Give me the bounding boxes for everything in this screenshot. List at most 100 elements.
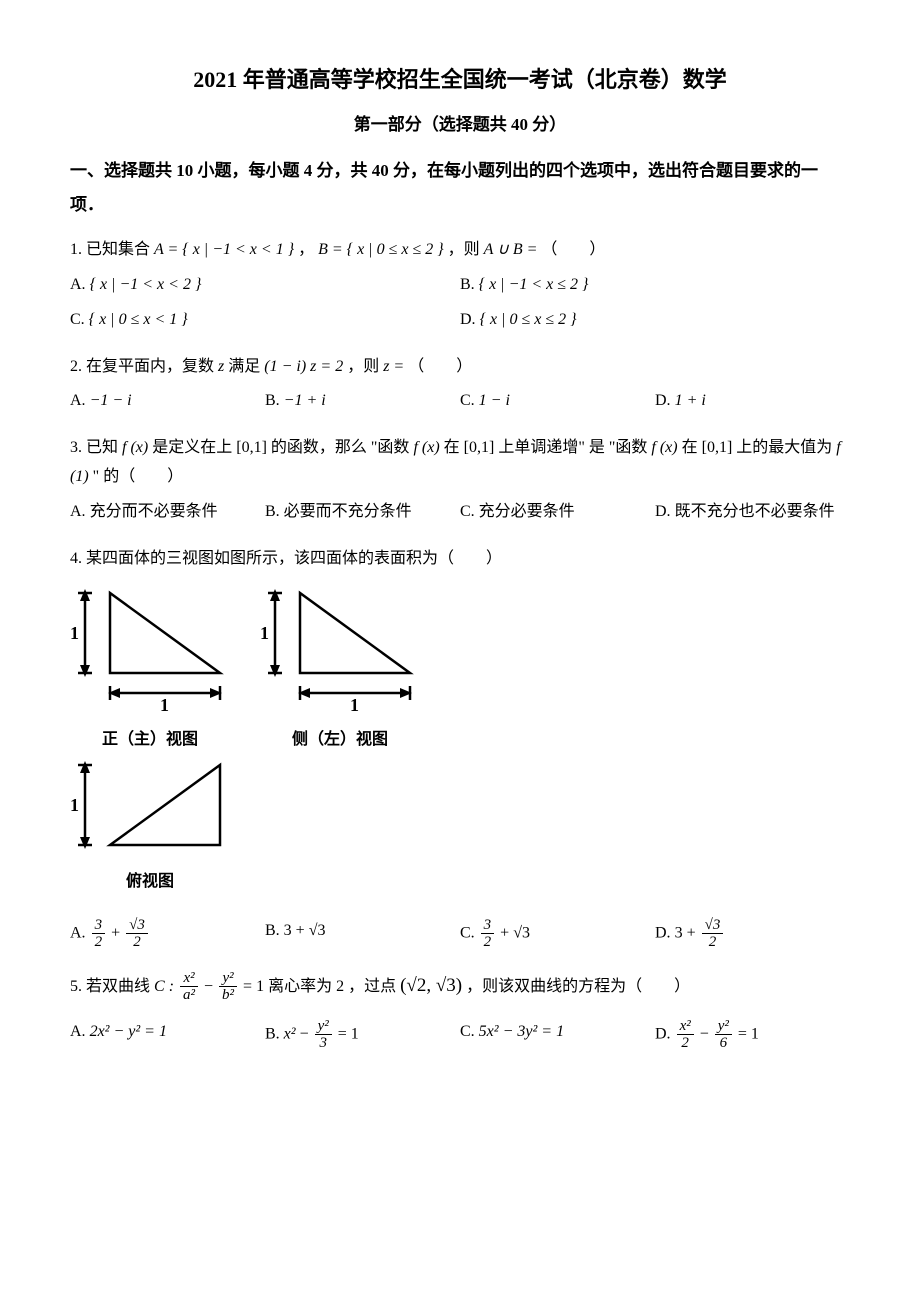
minus-icon: − [700,1026,713,1043]
q5-text-a: 若双曲线 [86,978,154,995]
q2-option-d[interactable]: D. 1 + i [655,387,850,416]
opt-value: −1 − i [90,392,132,409]
opt-label: A. [70,1023,86,1040]
q5-option-d[interactable]: D. x² 2 − y² 6 = 1 [655,1018,850,1052]
minus-icon: − [204,978,213,995]
q4-text: 某四面体的三视图如图所示，该四面体的表面积为（ ） [86,550,502,567]
q5-number: 5. [70,978,82,995]
question-3: 3. 已知 f (x) 是定义在上 [0,1] 的函数，那么 "函数 f (x)… [70,434,850,532]
q3-text-h: " 的（ ） [93,468,184,485]
q3-number: 3. [70,439,82,456]
q2-text-c: ，则 [347,358,383,375]
opt-label: B. [265,1026,280,1043]
opt-label: B. [460,276,475,293]
front-view-svg: 1 1 [70,583,230,713]
opt-label: B. [265,503,280,520]
top-view-svg: 1 [70,755,230,855]
svg-text:1: 1 [70,795,79,815]
q2-option-b[interactable]: B. −1 + i [265,387,460,416]
opt-value: √3 [513,924,530,941]
q1-option-b[interactable]: B. { x | −1 < x ≤ 2 } [460,271,850,300]
q2-option-a[interactable]: A. −1 − i [70,387,265,416]
opt-value: −1 + i [284,392,326,409]
side-view: 1 1 侧（左）视图 [260,583,420,755]
q2-option-c[interactable]: C. 1 − i [460,387,655,416]
q5-text-d: ，则该双曲线的方程为（ ） [466,978,690,995]
q4-option-c[interactable]: C. 3 2 + √3 [460,917,655,951]
opt-label: A. [70,392,86,409]
opt-label: D. [655,1026,671,1043]
opt-value: 既不充分也不必要条件 [675,503,835,520]
frac-icon: √3 2 [126,917,148,951]
frac-icon: x² a² [180,970,198,1004]
opt-label: C. [460,924,475,941]
q4-figure: 1 1 正（主）视图 [70,583,850,896]
q1-option-d[interactable]: D. { x | 0 ≤ x ≤ 2 } [460,306,850,335]
q4-option-b[interactable]: B. 3 + √3 [265,917,460,951]
opt-label: D. [655,924,671,941]
q3-text-c: 的函数，那么 "函数 [271,439,414,456]
side-view-svg: 1 1 [260,583,420,713]
exam-title: 2021 年普通高等学校招生全国统一考试（北京卷）数学 [70,60,850,100]
q2-zeq: z = [383,358,404,375]
q3-text-g: 上的最大值为 [736,439,836,456]
q5-text-c: ，过点 [348,978,400,995]
opt-value: 必要而不充分条件 [284,503,412,520]
opt-label: D. [655,503,671,520]
opt-label: A. [70,924,86,941]
opt-value: 1 + i [675,392,706,409]
q1-union: A ∪ B = [484,241,538,258]
section-subtitle: 第一部分（选择题共 40 分） [70,110,850,141]
plus-icon: + [500,924,513,941]
opt-label: D. [655,392,671,409]
opt-value: { x | 0 ≤ x < 1 } [89,311,188,328]
q5-option-a[interactable]: A. 2x² − y² = 1 [70,1018,265,1052]
q1-option-c[interactable]: C. { x | 0 ≤ x < 1 } [70,306,460,335]
opt-value: { x | −1 < x ≤ 2 } [479,276,589,293]
q5-option-b[interactable]: B. x² − y² 3 = 1 [265,1018,460,1052]
q5-text-b: 离心率为 [268,978,336,995]
question-2: 2. 在复平面内，复数 z 满足 (1 − i) z = 2 ，则 z = （ … [70,353,850,423]
q4-option-a[interactable]: A. 3 2 + √3 2 [70,917,265,951]
opt-value: = 1 [338,1026,359,1043]
minus-icon: − [300,1026,313,1043]
svg-text:1: 1 [260,623,269,643]
q5-ecc: 2 [336,978,344,995]
q3-int1: [0,1] [236,439,267,456]
q5-option-c[interactable]: C. 5x² − 3y² = 1 [460,1018,655,1052]
opt-value: { x | 0 ≤ x ≤ 2 } [480,311,577,328]
frac-icon: y² b² [219,970,237,1004]
frac-icon: y² 6 [715,1018,732,1052]
question-4: 4. 某四面体的三视图如图所示，该四面体的表面积为（ ） 1 [70,545,850,957]
opt-value: 充分必要条件 [479,503,575,520]
opt-value: 3 [675,924,683,941]
frac-icon: 3 2 [481,917,495,951]
question-1: 1. 已知集合 A = { x | −1 < x < 1 } ， B = { x… [70,236,850,340]
opt-value: = 1 [738,1026,759,1043]
frac-icon: x² 2 [677,1018,694,1052]
top-view: 1 俯视图 [70,755,230,897]
q2-tail: （ ） [408,358,472,375]
q1-option-a[interactable]: A. { x | −1 < x < 2 } [70,271,460,300]
q1-comma: ， [298,241,314,258]
q3-option-b[interactable]: B. 必要而不充分条件 [265,498,460,527]
opt-label: D. [460,311,476,328]
opt-label: B. [265,392,280,409]
q3-option-a[interactable]: A. 充分而不必要条件 [70,498,265,527]
q1-tail: （ ） [541,241,605,258]
q5-curve-c: C : [154,978,174,995]
q5-hyp-eq: = 1 [243,978,264,995]
opt-value: 充分而不必要条件 [90,503,218,520]
side-view-label: 侧（左）视图 [260,726,420,755]
q4-option-d[interactable]: D. 3 + √3 2 [655,917,850,951]
opt-value: 5x² − 3y² = 1 [479,1023,564,1040]
opt-value: { x | −1 < x < 2 } [90,276,202,293]
q3-option-c[interactable]: C. 充分必要条件 [460,498,655,527]
q3-text-d: 在 [444,439,464,456]
q2-eq: (1 − i) z = 2 [264,358,343,375]
q1-number: 1. [70,241,82,258]
q1-set-a: A = { x | −1 < x < 1 } [154,241,294,258]
q3-option-d[interactable]: D. 既不充分也不必要条件 [655,498,850,527]
q1-text-a: 已知集合 [86,241,154,258]
opt-label: C. [70,311,85,328]
